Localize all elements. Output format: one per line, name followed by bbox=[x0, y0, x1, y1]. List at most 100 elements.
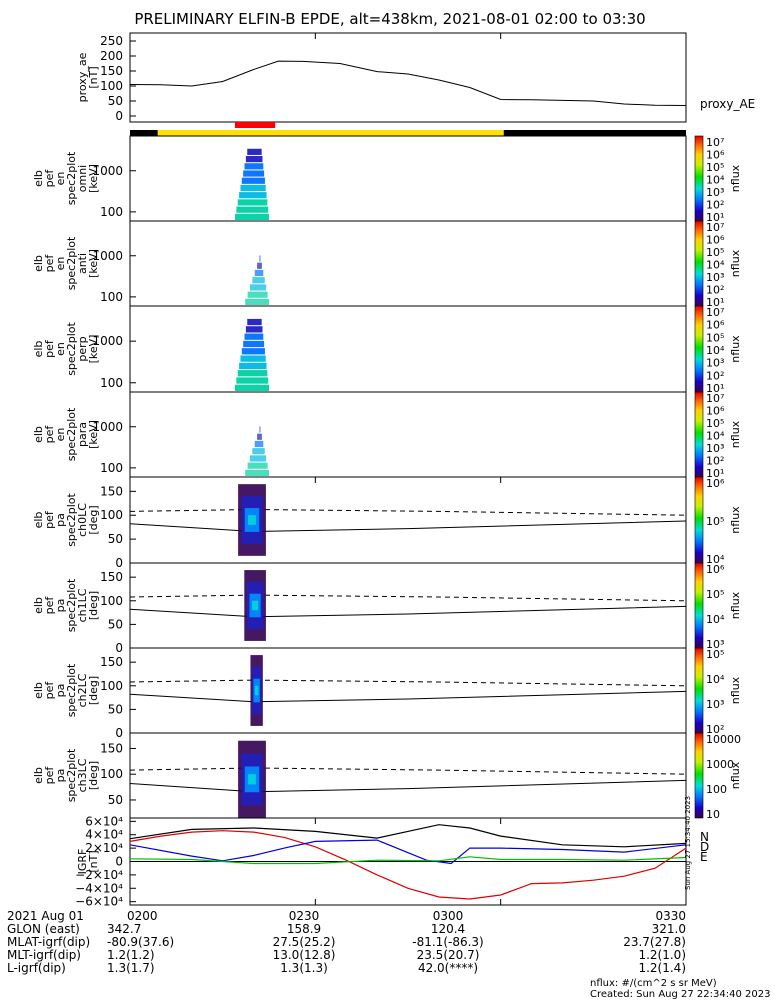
para-colorbar-tick: 10⁴ bbox=[706, 430, 725, 443]
ch2-ylabel-line: pef bbox=[43, 681, 56, 700]
ch1-ylabel-line: ch1LC bbox=[76, 588, 89, 622]
para-colorbar bbox=[694, 391, 704, 478]
para-colorbar-tick: 10¹ bbox=[706, 467, 724, 480]
perp-cell bbox=[247, 318, 262, 326]
perp-colorbar-tick: 10² bbox=[706, 369, 724, 382]
omni-colorbar-tick: 10¹ bbox=[706, 211, 724, 224]
perp-cell bbox=[236, 377, 269, 384]
ch0-loss-cone-line bbox=[129, 520, 687, 533]
ch0-ytick: 50 bbox=[108, 532, 123, 546]
anti-cell bbox=[259, 255, 261, 262]
omni-colorbar bbox=[694, 135, 704, 222]
anti-ylabel-line: pef bbox=[43, 254, 56, 273]
anti-ytick: 1000 bbox=[92, 249, 123, 263]
igrf-ytick: −4×10⁴ bbox=[75, 881, 123, 895]
omni-cell bbox=[245, 155, 263, 163]
para-colorbar-tick: 10⁵ bbox=[706, 417, 724, 430]
ch3-colorbar-tick: 10 bbox=[706, 808, 720, 821]
ephemeris-cell: 120.4 bbox=[431, 922, 465, 936]
anti-cell bbox=[257, 262, 262, 269]
ch1-antiloss-cone-line bbox=[129, 594, 687, 602]
ch1-loss-cone-line bbox=[129, 605, 687, 618]
perp-ylabel-line: perp bbox=[76, 336, 89, 361]
omni-colorbar-tick: 10⁵ bbox=[706, 161, 724, 174]
omni-ylabel-line: pef bbox=[43, 169, 56, 188]
perp-colorbar-tick: 10⁵ bbox=[706, 331, 724, 344]
ch2-colorbar-tick: 10² bbox=[706, 723, 724, 736]
ephemeris-row-label: MLAT-igrf(dip) bbox=[7, 935, 90, 949]
perp-ylabel-line: en bbox=[54, 342, 67, 356]
ch3-colorbar bbox=[694, 732, 704, 819]
science-zone-marker bbox=[235, 122, 276, 128]
created-note: Created: Sun Aug 27 22:34:40 2023 bbox=[590, 989, 770, 1000]
ch2-ylabel-line: elb bbox=[32, 682, 45, 699]
ch3-colorbar-label: nflux bbox=[729, 761, 742, 789]
ch1-ytick: 100 bbox=[100, 594, 123, 608]
omni-cell bbox=[243, 170, 265, 177]
omni-cell bbox=[237, 199, 268, 206]
ae-ylabel-line: proxy_ae bbox=[76, 52, 89, 102]
para-cell bbox=[245, 469, 269, 476]
omni-colorbar-label: nflux bbox=[729, 164, 742, 192]
anti-colorbar-tick: 10⁵ bbox=[706, 246, 724, 259]
ephemeris-cell: 1.2(1.2) bbox=[107, 948, 155, 962]
ch0-ylabel-line: elb bbox=[32, 512, 45, 529]
perp-cell bbox=[245, 326, 263, 333]
omni-colorbar-tick: 10⁴ bbox=[706, 174, 725, 187]
anti-cell bbox=[245, 298, 269, 305]
para-ylabel-line: en bbox=[54, 428, 67, 442]
para-ylabel-line: elb bbox=[32, 426, 45, 443]
igrf-series-N bbox=[129, 824, 687, 848]
igrf-series-E bbox=[129, 856, 687, 865]
ch1-ytick: 0 bbox=[115, 641, 123, 655]
omni-cell bbox=[244, 163, 264, 170]
ae-ytick: 150 bbox=[100, 64, 123, 78]
omni-ylabel-line: omni bbox=[76, 165, 89, 192]
ch2-ytick: 0 bbox=[115, 726, 123, 740]
ephemeris-cell: -81.1(-86.3) bbox=[412, 935, 483, 949]
omni-cell bbox=[240, 184, 266, 192]
ch3-ytick: 100 bbox=[100, 767, 123, 781]
para-cell bbox=[254, 440, 264, 448]
ch2-ytick: 100 bbox=[100, 679, 123, 693]
perp-cell bbox=[243, 340, 265, 348]
omni-colorbar-tick: 10³ bbox=[706, 186, 724, 199]
ae-ytick: 100 bbox=[100, 79, 123, 93]
ephemeris-cell: 1.2(1.4) bbox=[638, 961, 686, 975]
anti-cell bbox=[247, 291, 268, 298]
ephemeris-row-label: MLT-igrf(dip) bbox=[7, 948, 81, 962]
perp-ylabel-line: [keV] bbox=[87, 335, 100, 364]
perp-colorbar-tick: 10⁷ bbox=[706, 306, 724, 319]
units-note: nflux: #/(cm^2 s sr MeV) bbox=[590, 978, 717, 989]
ch0-ylabel-line: spec2plot bbox=[65, 493, 78, 547]
omni-ylabel-line: [keV] bbox=[87, 164, 100, 193]
igrf-ytick: 0 bbox=[115, 855, 123, 869]
omni-cell bbox=[241, 177, 265, 184]
perp-colorbar-tick: 10⁶ bbox=[706, 319, 725, 332]
ch2-colorbar bbox=[694, 647, 704, 734]
ch2-colorbar-tick: 10³ bbox=[706, 698, 724, 711]
para-cell bbox=[249, 455, 267, 462]
ch2-loss-cone-line bbox=[129, 690, 687, 703]
igrf-series-V bbox=[129, 839, 687, 865]
omni-colorbar-tick: 10⁷ bbox=[706, 136, 724, 149]
perp-colorbar-label: nflux bbox=[729, 335, 742, 363]
perp-colorbar-tick: 10³ bbox=[706, 357, 724, 370]
plot-title: PRELIMINARY ELFIN-B EPDE, alt=438km, 202… bbox=[134, 10, 645, 28]
para-colorbar-label: nflux bbox=[729, 420, 742, 448]
ephemeris-cell: 321.0 bbox=[652, 922, 686, 936]
para-cell bbox=[247, 462, 268, 469]
ch2-ytick: 150 bbox=[100, 655, 123, 669]
ch1-colorbar bbox=[694, 562, 704, 649]
ch2-ylabel-line: pa bbox=[54, 684, 67, 698]
perp-ytick: 1000 bbox=[92, 334, 123, 348]
para-ylabel-line: spec2plot bbox=[65, 407, 78, 461]
panels-group: 250200150100500proxy_AEproxy_ae[nT]10001… bbox=[32, 32, 755, 909]
ch3-ylabel-line: elb bbox=[32, 767, 45, 784]
ch1-colorbar-tick: 10³ bbox=[706, 638, 724, 651]
ch1-ytick: 150 bbox=[100, 570, 123, 584]
para-ytick: 1000 bbox=[92, 420, 123, 434]
ch0-colorbar-tick: 10⁵ bbox=[706, 515, 724, 528]
ch0-ylabel-line: [deg] bbox=[87, 505, 100, 534]
igrf-ytick: 6×10⁴ bbox=[85, 814, 123, 828]
